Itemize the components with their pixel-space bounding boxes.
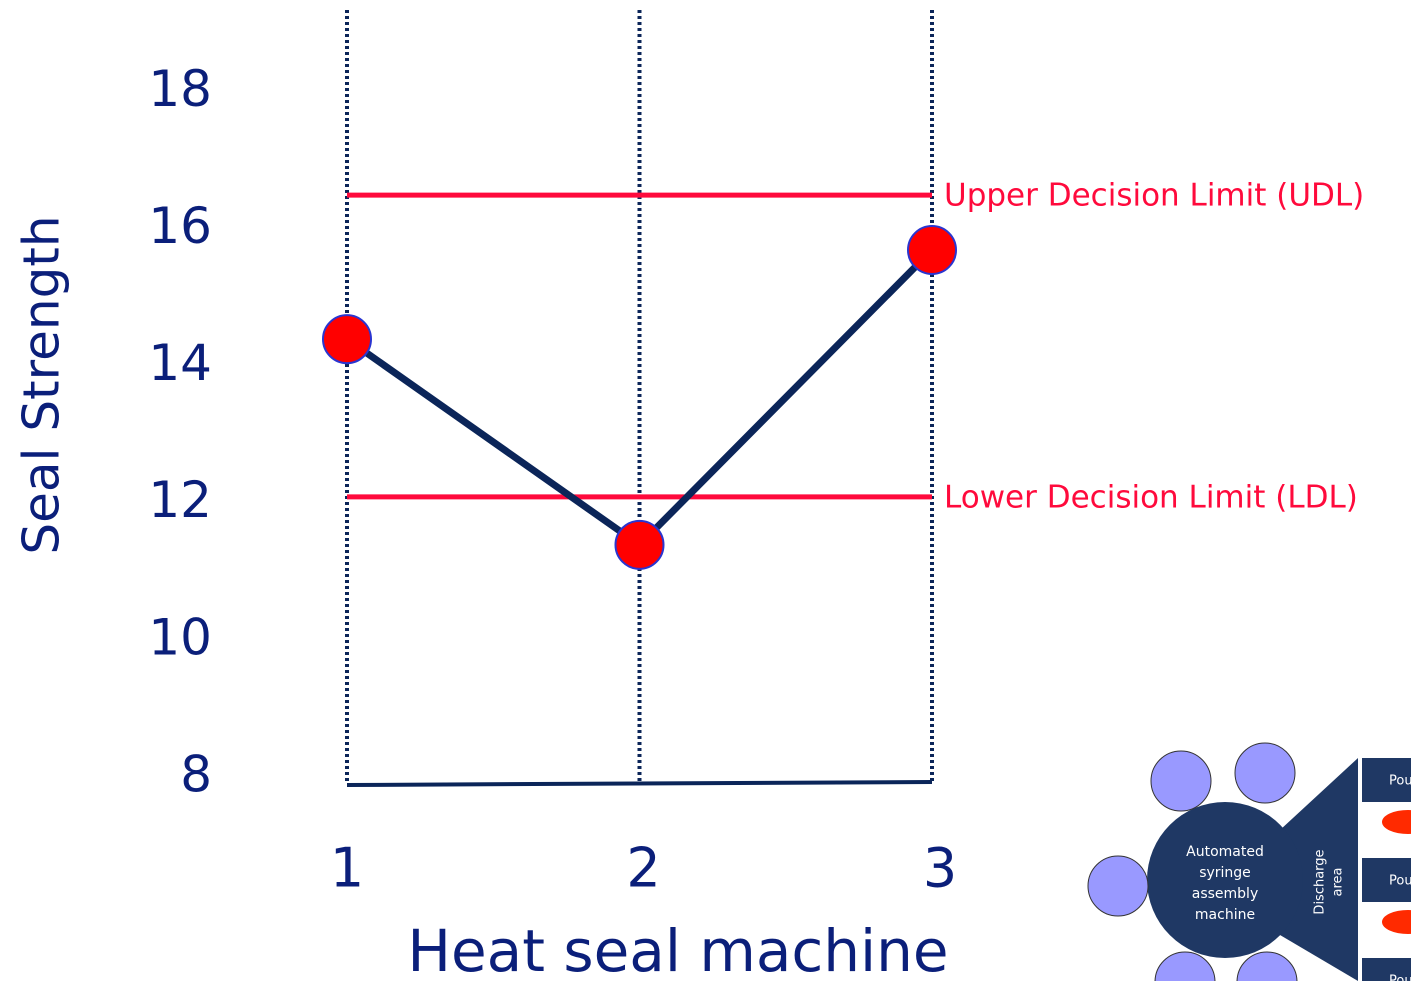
y-axis-label: Seal Strength bbox=[13, 215, 71, 554]
y-tick-label: 18 bbox=[148, 60, 212, 118]
station bbox=[1155, 952, 1215, 981]
discharge-label: area bbox=[1331, 868, 1346, 897]
reference-label: Upper Decision Limit (UDL) bbox=[944, 178, 1364, 214]
x-tick-label: 3 bbox=[923, 837, 957, 900]
pouch bbox=[1382, 910, 1411, 934]
data-point bbox=[323, 315, 371, 363]
x-tick-label: 1 bbox=[330, 837, 364, 900]
station bbox=[1088, 856, 1148, 916]
machine-label: machine bbox=[1195, 907, 1255, 923]
inset-diagram bbox=[1088, 743, 1411, 981]
y-tick-label: 10 bbox=[148, 608, 212, 666]
discharge-label: Discharge bbox=[1313, 849, 1328, 914]
x-axis-line bbox=[347, 782, 932, 785]
y-tick-label: 16 bbox=[148, 197, 212, 255]
station bbox=[1151, 751, 1211, 811]
data-point bbox=[616, 521, 664, 569]
chart: Seal Strength Heat seal machine 81012141… bbox=[0, 0, 1411, 981]
x-tick-label: 2 bbox=[626, 837, 660, 900]
y-tick-label: 14 bbox=[148, 334, 212, 392]
data-point bbox=[908, 226, 956, 274]
reference-label: Lower Decision Limit (LDL) bbox=[944, 479, 1358, 515]
station bbox=[1235, 743, 1295, 803]
station bbox=[1237, 952, 1297, 981]
pouch-label: Pou bbox=[1389, 874, 1411, 889]
pouch-label: Pou bbox=[1389, 774, 1411, 789]
y-tick-label: 12 bbox=[148, 471, 212, 529]
x-axis-label: Heat seal machine bbox=[407, 917, 948, 981]
machine-label: assembly bbox=[1192, 886, 1258, 902]
machine-label: Automated bbox=[1186, 844, 1264, 860]
pouch-label: Pou bbox=[1389, 974, 1411, 981]
machine-label: syringe bbox=[1199, 865, 1251, 881]
y-tick-label: 8 bbox=[180, 746, 212, 804]
pouch bbox=[1382, 810, 1411, 834]
